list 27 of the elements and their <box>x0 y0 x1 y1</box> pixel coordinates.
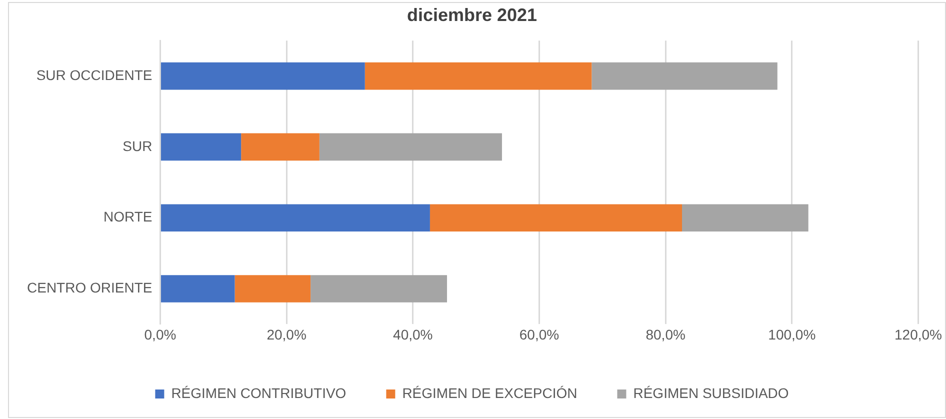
bar <box>160 275 235 302</box>
x-tick-label: 100,0% <box>768 326 816 342</box>
legend-label: RÉGIMEN DE EXCEPCIÓN <box>402 384 578 401</box>
bar <box>682 204 808 232</box>
chart-title: diciembre 2021 <box>406 4 538 25</box>
bar <box>160 62 365 90</box>
bar <box>364 62 592 90</box>
bar <box>430 204 682 232</box>
bar <box>241 133 320 161</box>
y-tick-label: SUR OCCIDENTE <box>36 66 152 83</box>
legend-label: RÉGIMEN SUBSIDIADO <box>633 384 789 401</box>
x-tick-label: 60,0% <box>519 326 560 342</box>
legend-label: RÉGIMEN CONTRIBUTIVO <box>171 384 346 401</box>
x-tick-label: 80,0% <box>646 326 686 342</box>
y-tick-label: SUR <box>122 138 152 154</box>
x-tick-label: 120,0% <box>894 326 942 342</box>
x-tick-label: 40,0% <box>393 326 433 342</box>
x-tick-label: 20,0% <box>266 326 306 342</box>
x-tick-label: 0,0% <box>144 326 176 342</box>
bar <box>319 133 502 161</box>
bar <box>160 133 242 161</box>
y-tick-label: CENTRO ORIENTE <box>26 280 152 296</box>
y-tick-label: NORTE <box>103 208 152 225</box>
bar <box>234 275 311 302</box>
bar <box>160 204 430 232</box>
bar <box>310 275 448 302</box>
bar <box>592 62 778 90</box>
